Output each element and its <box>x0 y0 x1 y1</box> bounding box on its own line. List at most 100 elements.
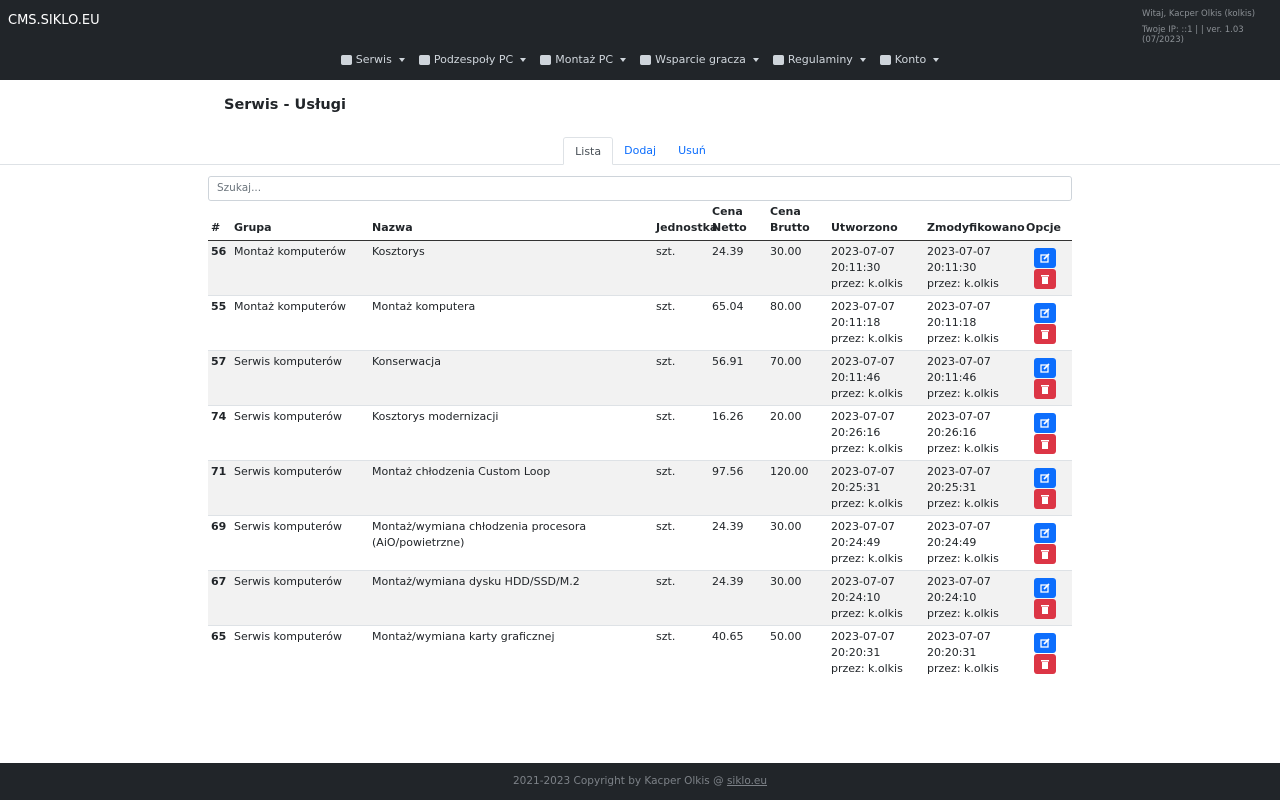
menu-item[interactable]: Montaż PC <box>540 53 626 66</box>
table: # Grupa Nazwa Jednostka Cena Netto Cena Brutt… <box>208 204 1072 680</box>
cell-time: 20:24:49 <box>927 536 977 549</box>
menu-item[interactable]: Podzespoły PC <box>418 53 526 66</box>
delete-icon <box>1041 440 1049 449</box>
edit-button[interactable] <box>1034 468 1056 488</box>
navbar: CMS.SIKLO.EU Witaj, Kacper Olkis (kolkis… <box>0 0 1280 80</box>
cell-options <box>1023 625 1072 680</box>
tab[interactable]: Lista <box>563 137 614 165</box>
cell-date: 2023-07-07 <box>927 300 991 313</box>
cell-group: Montaż komputerów <box>231 295 369 351</box>
cell-gross: 80.00 <box>767 295 828 351</box>
cell-date: 2023-07-07 <box>831 410 895 423</box>
cell-unit: szt. <box>653 460 709 516</box>
cell-id: 74 <box>208 405 231 461</box>
delete-button[interactable] <box>1034 599 1056 619</box>
edit-button[interactable] <box>1034 358 1056 378</box>
cell-time: 20:24:49 <box>831 536 881 549</box>
cell-by: przez: k.olkis <box>831 497 903 510</box>
cell-time: 20:11:46 <box>831 371 881 384</box>
column-header: Cena Brutto <box>767 204 828 241</box>
column-header: Cena Netto <box>709 204 767 241</box>
page-title: Serwis - Usługi <box>224 97 346 113</box>
cell-unit: szt. <box>653 240 709 296</box>
delete-button[interactable] <box>1034 544 1056 564</box>
edit-button[interactable] <box>1034 303 1056 323</box>
cell-unit: szt. <box>653 515 709 571</box>
cell-by: przez: k.olkis <box>927 552 999 565</box>
cell-date: 2023-07-07 <box>831 520 895 533</box>
delete-button[interactable] <box>1034 489 1056 509</box>
menu-icon <box>340 54 352 65</box>
brand[interactable]: CMS.SIKLO.EU <box>8 13 100 28</box>
tab[interactable]: Dodaj <box>624 144 657 157</box>
cell-modified: 2023-07-07 20:11:18 przez: k.olkis <box>924 295 1023 351</box>
cell-group: Serwis komputerów <box>231 350 369 406</box>
menu-label: Regulaminy <box>787 53 853 66</box>
edit-icon <box>1040 363 1050 373</box>
version-info: Twoje IP: ::1 | | ver. 1.03 (07/2023) <box>1142 25 1244 45</box>
delete-icon <box>1041 385 1049 394</box>
table-row: 74 Serwis komputerów Kosztorys modernizacj… <box>208 405 1072 461</box>
delete-button[interactable] <box>1034 269 1056 289</box>
cell-options <box>1023 240 1072 296</box>
cell-by: przez: k.olkis <box>831 387 903 400</box>
menu-icon <box>418 54 430 65</box>
cell-net: 65.04 <box>709 295 767 351</box>
cell-id: 55 <box>208 295 231 351</box>
cell-created: 2023-07-07 20:11:46 przez: k.olkis <box>828 350 924 406</box>
menu-label: Wsparcie gracza <box>655 53 746 66</box>
footer-link[interactable]: siklo.eu <box>726 775 768 787</box>
cell-created: 2023-07-07 20:25:31 przez: k.olkis <box>828 460 924 516</box>
menu: Serwis Podzespoły PC Montaż PC Wsparcie gra… <box>0 53 1280 66</box>
edit-button[interactable] <box>1034 633 1056 653</box>
table-row: 57 Serwis komputerów Konserwacja szt. 56.91 7… <box>208 350 1072 406</box>
edit-button[interactable] <box>1034 248 1056 268</box>
cell-options <box>1023 350 1072 406</box>
table-row: 69 Serwis komputerów Montaż/wymiana chłodz… <box>208 515 1072 571</box>
delete-button[interactable] <box>1034 434 1056 454</box>
cell-modified: 2023-07-07 20:25:31 przez: k.olkis <box>924 460 1023 516</box>
cell-name: Montaż/wymiana chłodzenia procesora (AiO… <box>369 515 653 571</box>
cell-time: 20:26:16 <box>927 426 977 439</box>
cell-time: 20:11:46 <box>927 371 977 384</box>
delete-button[interactable] <box>1034 379 1056 399</box>
edit-button[interactable] <box>1034 578 1056 598</box>
edit-icon <box>1040 308 1050 318</box>
cell-options <box>1023 405 1072 461</box>
cell-name: Montaż komputera <box>369 295 653 351</box>
delete-icon <box>1041 275 1049 284</box>
cell-date: 2023-07-07 <box>831 630 895 643</box>
delete-button[interactable] <box>1034 654 1056 674</box>
cell-id: 65 <box>208 625 231 680</box>
cell-date: 2023-07-07 <box>927 410 991 423</box>
menu-item[interactable]: Konto <box>879 53 939 66</box>
cell-gross: 30.00 <box>767 570 828 626</box>
cell-unit: szt. <box>653 405 709 461</box>
cell-modified: 2023-07-07 20:20:31 przez: k.olkis <box>924 625 1023 680</box>
search-input[interactable]: Szukaj... <box>208 176 1072 201</box>
delete-button[interactable] <box>1034 324 1056 344</box>
cell-by: przez: k.olkis <box>927 607 999 620</box>
edit-icon <box>1040 583 1050 593</box>
cell-by: przez: k.olkis <box>831 662 903 675</box>
cell-time: 20:11:30 <box>831 261 881 274</box>
cell-date: 2023-07-07 <box>831 300 895 313</box>
greeting: Witaj, Kacper Olkis (kolkis) <box>1142 9 1256 19</box>
edit-button[interactable] <box>1034 413 1056 433</box>
menu-item[interactable]: Wsparcie gracza <box>640 53 759 66</box>
table-row: 55 Montaż komputerów Montaż komputera szt. 6… <box>208 295 1072 351</box>
menu-item[interactable]: Serwis <box>340 53 405 66</box>
edit-button[interactable] <box>1034 523 1056 543</box>
cell-unit: szt. <box>653 570 709 626</box>
menu-label: Montaż PC <box>555 53 614 66</box>
tab[interactable]: Usuń <box>678 144 706 157</box>
cell-created: 2023-07-07 20:24:10 przez: k.olkis <box>828 570 924 626</box>
cell-name: Montaż/wymiana karty graficznej <box>369 625 653 680</box>
cell-net: 24.39 <box>709 240 767 296</box>
cell-group: Serwis komputerów <box>231 405 369 461</box>
menu-item[interactable]: Regulaminy <box>772 53 866 66</box>
cell-by: przez: k.olkis <box>927 442 999 455</box>
edit-icon <box>1040 418 1050 428</box>
cell-time: 20:26:16 <box>831 426 881 439</box>
edit-icon <box>1040 473 1050 483</box>
